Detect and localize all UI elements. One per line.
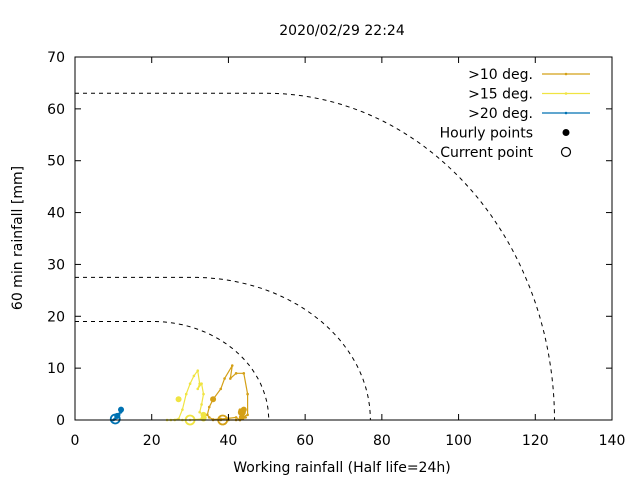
series-point [198, 382, 201, 386]
legend-label: >15 deg. [468, 87, 533, 103]
series-point [200, 403, 203, 406]
legend-point-swatch [564, 92, 568, 95]
current-point [109, 413, 121, 425]
x-tick-label: 20 [143, 433, 161, 449]
hourly-point [240, 406, 247, 413]
series-point [244, 416, 247, 419]
series-point [234, 416, 238, 419]
series-point [181, 408, 184, 411]
series-point [246, 392, 249, 396]
y-tick-label: 50 [47, 154, 65, 170]
y-axis-label: 60 min rainfall [mm] [10, 166, 26, 310]
series-point [202, 392, 205, 396]
legend-point-swatch [564, 111, 568, 115]
x-tick-label: 0 [71, 433, 80, 449]
series-point [184, 392, 188, 396]
chart-title: 2020/02/29 22:24 [279, 23, 405, 39]
series-point [229, 377, 232, 380]
plot-frame [74, 56, 613, 421]
legend-point-swatch [564, 72, 568, 76]
threshold-curve [75, 321, 270, 420]
hourly-point [118, 406, 125, 413]
legend-label: Hourly points [440, 126, 533, 142]
series-point [242, 372, 246, 375]
series-point [196, 369, 200, 373]
series-point [219, 387, 223, 391]
hourly-point [210, 396, 217, 403]
legend-label: >10 deg. [468, 67, 533, 83]
y-tick-label: 0 [56, 413, 65, 429]
x-tick-label: 100 [445, 433, 472, 449]
series-point [200, 382, 203, 386]
series-point [198, 410, 201, 414]
series-point [207, 405, 211, 409]
y-tick-label: 30 [47, 257, 65, 273]
threshold-curve [75, 92, 555, 421]
y-tick-label: 60 [47, 102, 65, 118]
threshold-curve [75, 276, 371, 421]
legend-filled-circle [562, 129, 570, 136]
series-point [230, 364, 234, 367]
hourly-point [175, 396, 182, 403]
x-tick-label: 80 [373, 433, 391, 449]
series-point [223, 377, 226, 380]
series-point [196, 387, 200, 391]
hourly-point [238, 414, 245, 421]
x-tick-label: 140 [599, 433, 626, 449]
x-tick-label: 60 [296, 433, 314, 449]
y-tick-label: 20 [47, 309, 65, 325]
legend-label: >20 deg. [468, 106, 533, 122]
legend: >10 deg. >15 deg. >20 deg. Hourly points Cur… [440, 67, 590, 161]
y-tick-label: 70 [47, 50, 65, 66]
series-point [234, 372, 238, 375]
x-tick-label: 40 [220, 433, 238, 449]
x-tick-label: 120 [522, 433, 549, 449]
legend-open-circle [560, 146, 572, 158]
legend-label: Current point [440, 145, 533, 161]
series-point [246, 413, 249, 417]
threshold-curves [75, 92, 555, 421]
series-point [206, 413, 209, 417]
y-tick-label: 40 [47, 206, 65, 222]
hourly-point [200, 415, 207, 422]
y-tick-label: 10 [47, 361, 65, 377]
series-point [192, 374, 196, 378]
x-axis-label: Working rainfall (Half life=24h) [233, 460, 450, 476]
series-point [207, 416, 211, 419]
axes: 0 20 40 60 80 100 120 140 0 10 20 30 40 50 60 70 [47, 50, 625, 449]
series-point [188, 382, 192, 386]
